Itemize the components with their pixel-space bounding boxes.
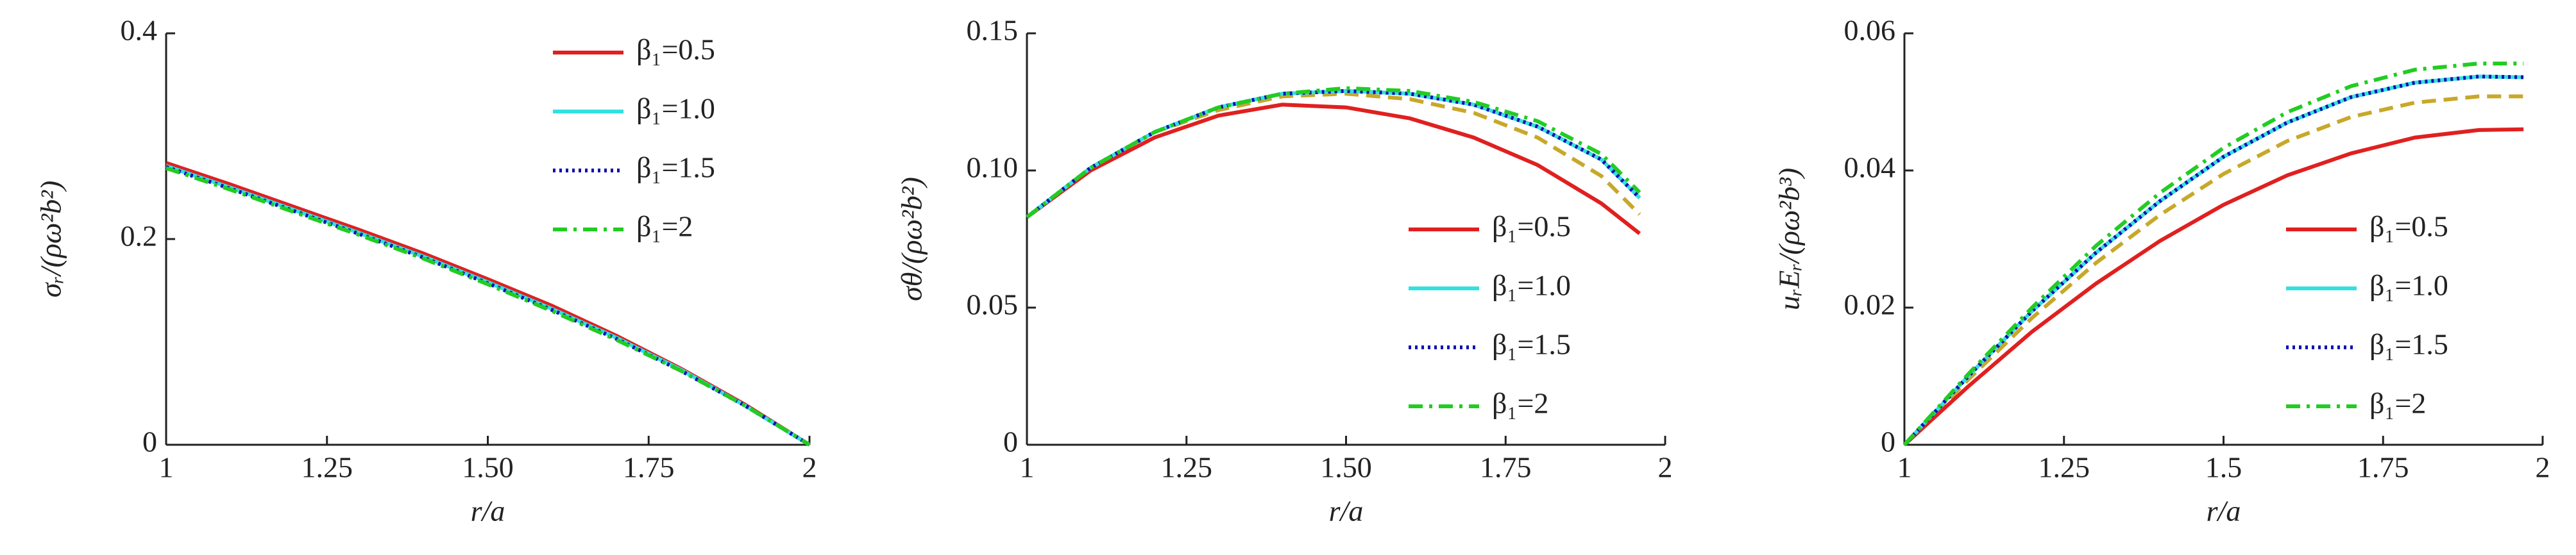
x-axis-label: r/a [471, 495, 505, 527]
line-series [165, 165, 811, 447]
y-tick-label: 0 [1003, 426, 1018, 458]
y-tick-label: 0 [1881, 426, 1895, 458]
legend-label: β₁=0.5 [1492, 210, 1571, 243]
x-tick-label: 1 [1897, 451, 1912, 484]
line-series [1902, 94, 2524, 447]
y-tick-label: 0.15 [967, 14, 1019, 47]
x-tick-label: 2 [1658, 451, 1673, 484]
legend-label: β₁=1.5 [1492, 328, 1571, 361]
line-series [1026, 92, 1641, 219]
y-tick-label: 0.4 [121, 14, 158, 47]
x-tick-label: 1.50 [462, 451, 514, 484]
line-series [1902, 74, 2524, 447]
legend-label: β₁=1.0 [636, 92, 715, 125]
x-tick-label: 1.25 [2038, 451, 2090, 484]
x-tick-label: 1 [159, 451, 174, 484]
legend-label: β₁=1.0 [1492, 269, 1571, 302]
y-tick-label: 0.06 [1844, 14, 1896, 47]
y-tick-label: 0.04 [1844, 151, 1896, 184]
legend-label: β₁=1.5 [2369, 328, 2448, 361]
x-tick-label: 1.75 [2357, 451, 2409, 484]
x-tick-label: 1.25 [1161, 451, 1213, 484]
legend-label: β₁=1.0 [2369, 269, 2448, 302]
legend-label: β₁=2 [2369, 387, 2426, 420]
x-tick-label: 2 [2536, 451, 2550, 484]
y-tick-label: 0 [142, 426, 157, 458]
line-series [1902, 127, 2524, 447]
y-tick-label: 0.2 [121, 220, 158, 253]
x-tick-label: 1.75 [623, 451, 675, 484]
line-series [1902, 62, 2524, 447]
y-tick-label: 0.10 [967, 151, 1019, 184]
x-tick-label: 1.75 [1480, 451, 1532, 484]
x-tick-label: 1.25 [301, 451, 353, 484]
line-series [165, 161, 811, 447]
x-tick-label: 2 [802, 451, 817, 484]
y-tick-label: 0.02 [1844, 288, 1896, 321]
line-series [165, 166, 811, 447]
y-axis-label: uᵣEᵣ/(ρω²b³) [1773, 168, 1806, 310]
legend-label: β₁=1.5 [636, 151, 715, 184]
y-axis-label: σθ/(ρω²b²) [895, 177, 928, 301]
x-tick-label: 1 [1020, 451, 1035, 484]
legend-label: β₁=0.5 [636, 33, 715, 66]
legend-label: β₁=2 [636, 210, 693, 243]
legend-label: β₁=2 [1492, 387, 1548, 420]
line-series [165, 164, 811, 447]
x-tick-label: 1.5 [2205, 451, 2242, 484]
y-axis-label: σᵣ/(ρω²b²) [35, 181, 67, 298]
y-tick-label: 0.05 [967, 288, 1019, 321]
legend-label: β₁=0.5 [2369, 210, 2448, 243]
x-tick-label: 1.50 [1320, 451, 1372, 484]
line-series [1026, 103, 1641, 235]
line-series [1902, 74, 2524, 447]
x-axis-label: r/a [2207, 495, 2241, 527]
x-axis-label: r/a [1329, 495, 1364, 527]
line-series [1026, 86, 1641, 219]
